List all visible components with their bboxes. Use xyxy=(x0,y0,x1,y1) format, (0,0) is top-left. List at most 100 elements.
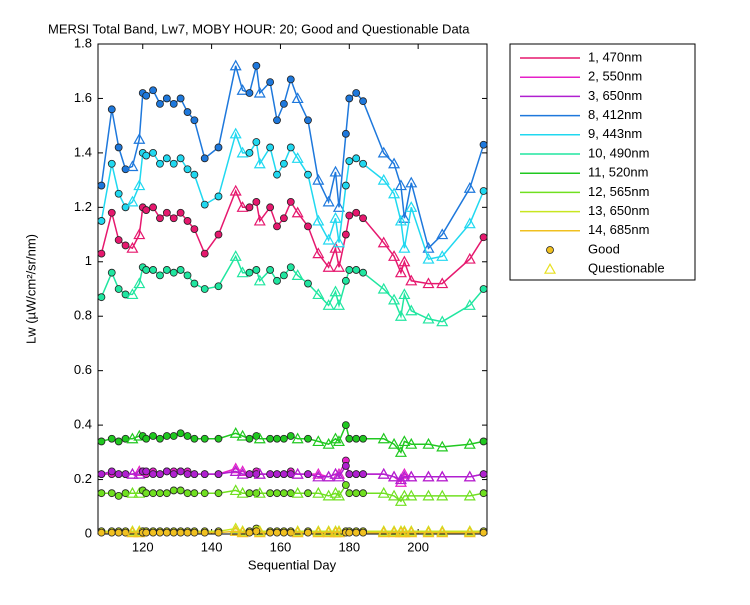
questionable-marker xyxy=(332,526,345,538)
good-marker xyxy=(169,268,178,277)
questionable-marker xyxy=(291,92,304,104)
good-marker xyxy=(149,203,157,212)
y-tick-label: 1.8 xyxy=(74,35,92,50)
good-marker xyxy=(162,266,171,274)
questionable-marker xyxy=(398,526,411,538)
good-marker xyxy=(279,99,288,108)
good-marker xyxy=(341,421,350,430)
legend-label: 2, 550nm xyxy=(588,69,642,84)
good-marker xyxy=(479,187,488,195)
questionable-marker xyxy=(405,437,418,449)
good-marker xyxy=(359,159,367,168)
good-marker xyxy=(142,467,151,476)
good-marker xyxy=(190,279,199,288)
good-marker xyxy=(341,129,350,138)
questionable-marker xyxy=(229,184,242,196)
questionable-marker xyxy=(291,206,304,218)
good-marker xyxy=(183,271,192,280)
questionable-marker xyxy=(394,446,407,457)
good-marker xyxy=(162,208,171,217)
questionable-marker xyxy=(377,432,390,444)
x-tick-label: 200 xyxy=(407,539,429,554)
good-marker xyxy=(142,489,151,498)
questionable-marker xyxy=(388,437,401,449)
good-marker xyxy=(107,489,116,498)
good-marker xyxy=(252,138,261,146)
questionable-marker xyxy=(236,525,249,536)
good-marker xyxy=(97,528,106,537)
questionable-marker xyxy=(388,293,401,305)
good-marker xyxy=(341,276,350,285)
good-marker xyxy=(273,489,281,498)
questionable-marker xyxy=(236,84,249,95)
questionable-marker xyxy=(463,470,476,482)
questionable-marker xyxy=(253,486,266,498)
questionable-marker xyxy=(229,522,242,534)
good-marker xyxy=(97,470,106,479)
good-marker xyxy=(142,151,151,160)
questionable-marker xyxy=(133,133,146,144)
good-marker xyxy=(245,528,254,537)
good-marker xyxy=(479,285,488,293)
good-marker xyxy=(352,266,361,274)
questionable-marker xyxy=(126,486,139,498)
good-marker xyxy=(169,214,178,223)
legend-label: 1, 470nm xyxy=(588,49,642,64)
good-marker xyxy=(114,470,123,479)
good-marker xyxy=(176,467,185,476)
good-marker xyxy=(273,434,281,443)
good-marker xyxy=(359,470,367,479)
good-marker xyxy=(345,489,354,498)
good-marker xyxy=(304,222,312,231)
good-marker xyxy=(114,491,123,500)
questionable-marker xyxy=(405,525,418,536)
questionable-marker xyxy=(312,173,325,185)
questionable-marker xyxy=(377,486,390,498)
questionable-marker xyxy=(291,152,304,163)
questionable-marker xyxy=(236,201,249,212)
questionable-marker xyxy=(398,525,411,536)
good-marker xyxy=(142,91,151,100)
questionable-marker xyxy=(398,288,411,300)
good-marker xyxy=(97,293,106,302)
y-tick-label: 0.6 xyxy=(74,362,92,377)
good-marker xyxy=(345,470,354,479)
questionable-marker xyxy=(332,470,345,482)
good-marker xyxy=(176,94,185,103)
questionable-marker xyxy=(394,309,407,321)
questionable-marker xyxy=(229,525,242,536)
good-marker xyxy=(121,241,130,250)
legend-label: 11, 520nm xyxy=(588,165,648,180)
good-marker xyxy=(149,470,157,479)
good-marker xyxy=(149,528,157,537)
questionable-marker xyxy=(332,489,345,501)
good-marker xyxy=(252,266,261,274)
questionable-marker xyxy=(394,179,407,191)
good-marker xyxy=(245,489,254,498)
questionable-marker xyxy=(377,526,390,538)
questionable-marker xyxy=(312,526,325,538)
questionable-marker xyxy=(126,467,139,479)
legend-label: 13, 650nm xyxy=(588,203,649,218)
good-marker xyxy=(252,61,261,70)
questionable-marker xyxy=(422,312,435,324)
y-tick-label: 0.2 xyxy=(74,471,92,486)
questionable-marker xyxy=(388,489,401,501)
good-marker xyxy=(304,470,312,479)
good-marker xyxy=(200,200,209,209)
good-marker xyxy=(479,489,488,498)
questionable-marker xyxy=(388,157,401,169)
good-marker xyxy=(149,432,157,440)
questionable-marker xyxy=(398,470,411,482)
questionable-marker xyxy=(312,435,325,447)
good-marker xyxy=(245,203,254,212)
legend-label: 14, 685nm xyxy=(588,222,649,237)
questionable-marker xyxy=(329,165,342,177)
questionable-marker xyxy=(332,260,345,272)
questionable-marker xyxy=(236,465,249,476)
good-marker xyxy=(352,89,361,97)
legend-label: 8, 412nm xyxy=(588,107,642,122)
good-marker xyxy=(304,434,312,443)
questionable-marker xyxy=(394,495,407,506)
